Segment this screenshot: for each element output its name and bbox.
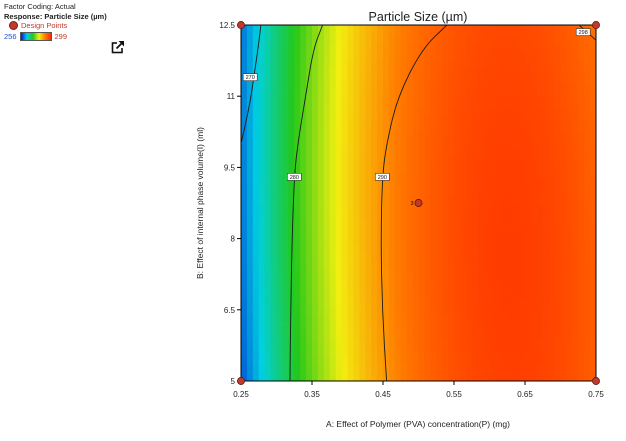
- contour-labels: 270 280 290 298: [242, 28, 591, 181]
- svg-text:270: 270: [246, 75, 255, 81]
- color-scale-bar: [19, 31, 52, 41]
- y-axis: 5 6.5 8 9.5 11 12.5: [219, 21, 241, 386]
- y-tick-label: 5: [231, 377, 236, 386]
- response-label: Response: Particle Size (µm): [4, 11, 107, 21]
- x-tick-label: 0.45: [375, 390, 391, 399]
- y-tick-label: 9.5: [224, 163, 236, 172]
- design-point: [237, 21, 245, 29]
- x-tick-label: 0.65: [517, 390, 533, 399]
- x-tick-label: 0.35: [304, 390, 320, 399]
- color-scale-max: 299: [54, 31, 68, 41]
- design-point: [237, 377, 245, 385]
- x-tick-label: 0.75: [588, 390, 604, 399]
- y-axis-label: B: Effect of internal phase volume(I) (m…: [195, 127, 205, 279]
- color-scale: 256 299: [4, 32, 107, 42]
- x-axis-label: A: Effect of Polymer (PVA) concentration…: [326, 419, 510, 429]
- factor-coding-text: Factor Coding: Actual: [4, 2, 76, 11]
- svg-text:290: 290: [378, 175, 387, 181]
- y-tick-label: 12.5: [219, 21, 235, 30]
- y-tick-label: 6.5: [224, 306, 236, 315]
- contour-label-290: 290: [374, 173, 390, 181]
- color-scale-min: 256: [4, 31, 17, 41]
- x-axis: 0.25 0.35 0.45 0.55 0.65 0.75: [233, 381, 604, 399]
- contour-label-280: 280: [286, 173, 302, 181]
- contour-label-298: 298: [575, 28, 591, 36]
- heatmap-surface: [241, 25, 596, 381]
- design-points: 3: [237, 21, 600, 385]
- contour-line-290: [380, 25, 448, 381]
- x-tick-label: 0.55: [446, 390, 462, 399]
- design-points-legend: Design Points: [9, 21, 107, 31]
- x-tick-label: 0.25: [233, 390, 249, 399]
- export-arrow-icon[interactable]: [111, 40, 125, 54]
- svg-text:280: 280: [290, 175, 299, 181]
- y-tick-label: 11: [227, 92, 236, 101]
- design-point-marker-icon: [9, 21, 18, 31]
- svg-text:298: 298: [579, 30, 588, 36]
- design-point: [592, 21, 600, 29]
- plot-frame: [240, 24, 597, 382]
- design-point-label: 3: [411, 201, 414, 207]
- y-tick-label: 8: [231, 235, 236, 244]
- design-points-label: Design Points: [21, 21, 68, 30]
- chart-title: Particle Size (µm): [369, 10, 468, 24]
- design-point: [592, 377, 600, 385]
- contour-label-270: 270: [242, 73, 258, 81]
- legend-panel: Factor Coding: Actual Response: Particle…: [4, 2, 107, 41]
- design-point: [414, 199, 423, 207]
- contour-line-280: [289, 25, 324, 381]
